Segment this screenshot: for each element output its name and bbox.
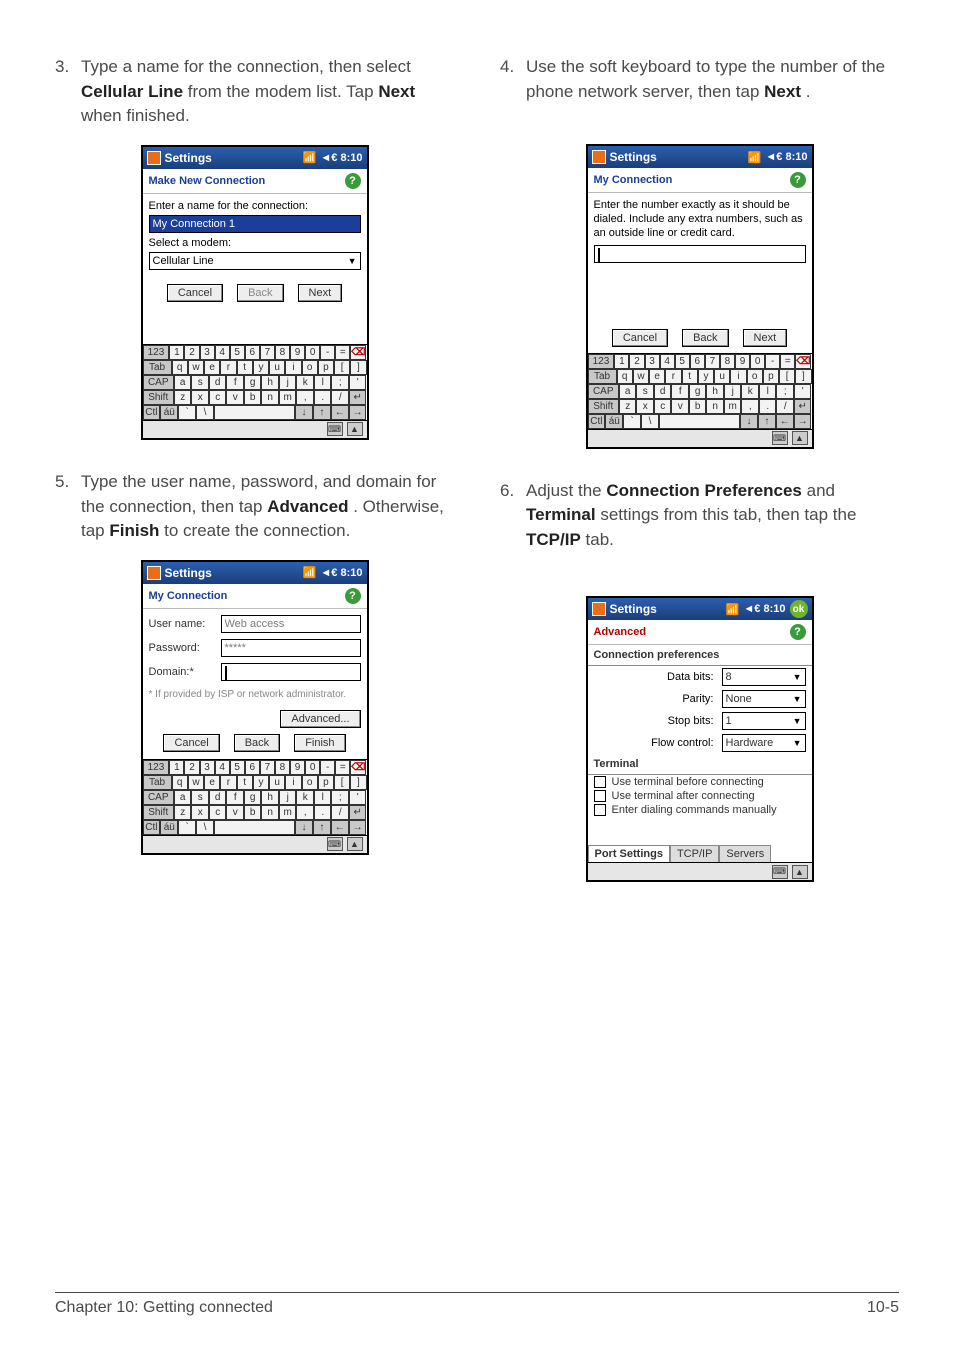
check-terminal-after[interactable]: Use terminal after connecting	[588, 789, 812, 803]
back-button: Back	[237, 284, 283, 302]
sip-up-icon[interactable]: ▲	[347, 837, 363, 851]
soft-keyboard[interactable]: 123 1 2 3 4 5 6 7 8 9 0 - = ⌫	[143, 344, 367, 420]
note-isp: * If provided by ISP or network administ…	[149, 689, 361, 700]
flowcontrol-select[interactable]: Hardware▼	[722, 734, 806, 752]
keyboard-icon[interactable]: ⌨	[772, 431, 788, 445]
start-icon[interactable]	[147, 151, 161, 165]
back-button[interactable]: Back	[234, 734, 280, 752]
keyboard-icon[interactable]: ⌨	[327, 422, 343, 436]
dial-instructions: Enter the number exactly as it should be…	[594, 199, 806, 240]
sip-bar: ⌨ ▲	[588, 862, 812, 880]
check-terminal-before[interactable]: Use terminal before connecting	[588, 775, 812, 789]
status-icons: 📶◄€ 8:10	[303, 151, 363, 164]
step-6: 6. Adjust the Connection Preferences and…	[500, 479, 899, 553]
soft-keyboard[interactable]: 123 1234567890-=⌫ Tabqwertyuiop[] CAPasd…	[143, 759, 367, 835]
footer-chapter: Chapter 10: Getting connected	[55, 1299, 273, 1317]
sip-up-icon[interactable]: ▲	[792, 431, 808, 445]
label-domain: Domain:*	[149, 666, 221, 678]
connection-name-input[interactable]: My Connection 1	[149, 215, 361, 233]
parity-select[interactable]: None▼	[722, 690, 806, 708]
page-footer: Chapter 10: Getting connected 10-5	[55, 1292, 899, 1317]
sip-bar: ⌨ ▲	[143, 420, 367, 438]
check-dialing-manual[interactable]: Enter dialing commands manually	[588, 803, 812, 817]
subheader: My Connection ?	[588, 168, 812, 193]
text-cursor	[225, 666, 227, 680]
sip-bar: ⌨ ▲	[143, 835, 367, 853]
section-terminal: Terminal	[588, 754, 812, 775]
footer-page: 10-5	[867, 1299, 899, 1317]
cancel-button[interactable]: Cancel	[163, 734, 219, 752]
stopbits-select[interactable]: 1▼	[722, 712, 806, 730]
label-flowcontrol: Flow control:	[594, 737, 722, 749]
domain-input[interactable]	[221, 663, 361, 681]
label-parity: Parity:	[594, 693, 722, 705]
subheader: My Connection ?	[143, 584, 367, 609]
start-icon[interactable]	[147, 566, 161, 580]
step-body: Type a name for the connection, then sel…	[81, 55, 454, 129]
sip-bar: ⌨ ▲	[588, 429, 812, 447]
help-icon[interactable]: ?	[790, 172, 806, 188]
next-button[interactable]: Next	[298, 284, 343, 302]
help-icon[interactable]: ?	[345, 588, 361, 604]
titlebar: Settings 📶◄€ 8:10	[143, 147, 367, 169]
label-connection-name: Enter a name for the connection:	[149, 200, 361, 212]
ok-button[interactable]: ok	[790, 600, 808, 618]
section-connection-prefs: Connection preferences	[588, 645, 812, 666]
label-password: Password:	[149, 642, 221, 654]
subheader: Make New Connection ?	[143, 169, 367, 194]
help-icon[interactable]: ?	[790, 624, 806, 640]
device-my-connection-dial: Settings 📶◄€ 8:10 My Connection ? Enter …	[586, 144, 814, 448]
step-4: 4. Use the soft keyboard to type the num…	[500, 55, 899, 104]
step-number: 3.	[55, 55, 81, 129]
checkbox-icon[interactable]	[594, 776, 606, 788]
text-cursor	[598, 248, 600, 262]
modem-select[interactable]: Cellular Line▼	[149, 252, 361, 270]
tab-port-settings[interactable]: Port Settings	[588, 845, 670, 862]
back-button[interactable]: Back	[682, 329, 728, 347]
label-select-modem: Select a modem:	[149, 237, 361, 249]
subheader: Advanced ?	[588, 620, 812, 645]
keyboard-icon[interactable]: ⌨	[772, 865, 788, 879]
checkbox-icon[interactable]	[594, 804, 606, 816]
start-icon[interactable]	[592, 602, 606, 616]
finish-button[interactable]: Finish	[294, 734, 345, 752]
label-username: User name:	[149, 618, 221, 630]
step-5: 5. Type the user name, password, and dom…	[55, 470, 454, 544]
sip-up-icon[interactable]: ▲	[347, 422, 363, 436]
title: Settings	[165, 151, 212, 165]
username-input[interactable]: Web access	[221, 615, 361, 633]
keyboard-icon[interactable]: ⌨	[327, 837, 343, 851]
device-make-new-connection: Settings 📶◄€ 8:10 Make New Connection ? …	[141, 145, 369, 440]
advanced-button[interactable]: Advanced...	[280, 710, 360, 728]
soft-keyboard[interactable]: 1231234567890-=⌫ Tabqwertyuiop[] CAPasdf…	[588, 353, 812, 429]
tab-servers[interactable]: Servers	[719, 845, 771, 862]
label-databits: Data bits:	[594, 671, 722, 683]
device-my-connection-credentials: Settings 📶◄€ 8:10 My Connection ? User n…	[141, 560, 369, 855]
help-icon[interactable]: ?	[345, 173, 361, 189]
sip-up-icon[interactable]: ▲	[792, 865, 808, 879]
step-3: 3. Type a name for the connection, then …	[55, 55, 454, 129]
tab-tcpip[interactable]: TCP/IP	[670, 845, 719, 862]
titlebar: Settings 📶◄€ 8:10 ok	[588, 598, 812, 620]
device-advanced: Settings 📶◄€ 8:10 ok Advanced ? Connecti…	[586, 596, 814, 882]
cancel-button[interactable]: Cancel	[167, 284, 223, 302]
titlebar: Settings 📶◄€ 8:10	[588, 146, 812, 168]
databits-select[interactable]: 8▼	[722, 668, 806, 686]
phone-number-input[interactable]	[594, 245, 806, 263]
cancel-button[interactable]: Cancel	[612, 329, 668, 347]
titlebar: Settings 📶◄€ 8:10	[143, 562, 367, 584]
start-icon[interactable]	[592, 150, 606, 164]
tab-strip: Port Settings TCP/IP Servers	[588, 845, 812, 862]
password-input[interactable]: *****	[221, 639, 361, 657]
label-stopbits: Stop bits:	[594, 715, 722, 727]
next-button[interactable]: Next	[743, 329, 788, 347]
checkbox-icon[interactable]	[594, 790, 606, 802]
